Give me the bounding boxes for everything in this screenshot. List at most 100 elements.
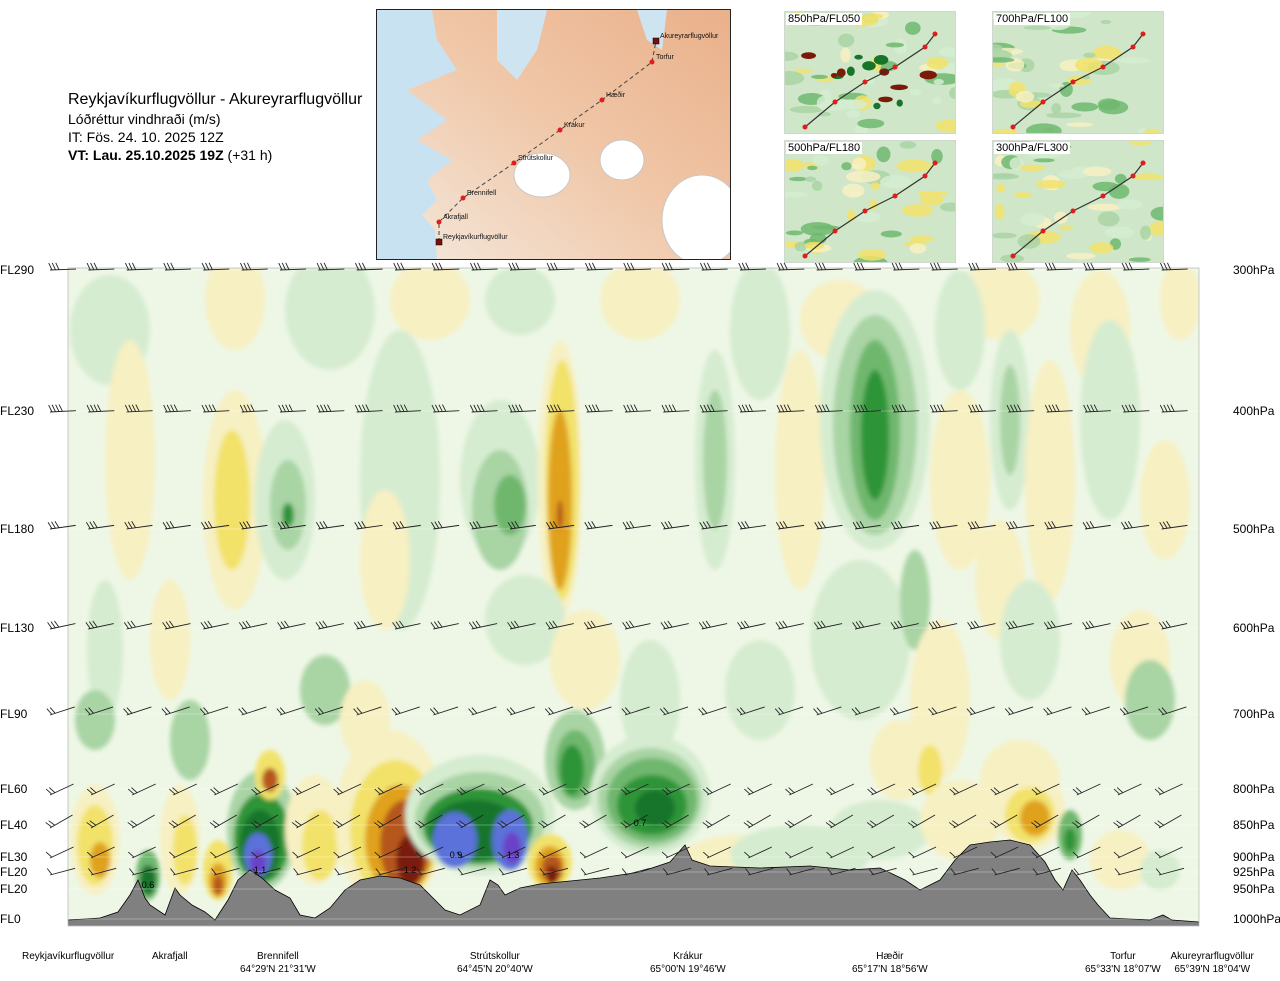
wind-barb xyxy=(1005,520,1035,530)
valid-time-offset: (+31 h) xyxy=(227,147,273,163)
wind-barb xyxy=(45,814,73,829)
wind-barb xyxy=(506,706,535,716)
wind-barb xyxy=(169,783,197,796)
wind-barb xyxy=(507,520,536,530)
wind-barb xyxy=(127,783,156,796)
wind-barb xyxy=(539,867,569,876)
level-map-contour xyxy=(855,211,881,223)
wind-field-contour xyxy=(635,790,675,826)
level-map-contour xyxy=(1025,123,1062,133)
wind-barb xyxy=(129,867,158,876)
wind-barb xyxy=(200,620,229,630)
waypoint-label: Akureyrarflugvöllur 65°39'N 18°04'W xyxy=(1171,950,1254,976)
wind-barb xyxy=(814,404,843,413)
wind-field-contour xyxy=(170,700,210,780)
level-map-waypoint xyxy=(1040,228,1046,234)
wind-barb xyxy=(544,706,574,716)
wind-barb xyxy=(1072,846,1101,859)
wind-field-contour xyxy=(302,810,338,880)
level-label-fl: FL30 xyxy=(0,850,28,864)
wind-field-contour xyxy=(1160,268,1199,340)
level-map-contour xyxy=(1108,183,1130,199)
level-map-contour xyxy=(785,158,804,173)
wind-barb xyxy=(1073,867,1103,876)
wind-barb xyxy=(966,706,995,716)
level-map-route xyxy=(1012,162,1144,257)
level-map-waypoint xyxy=(1040,99,1046,105)
wind-barb xyxy=(546,404,575,413)
extreme-value-label: 0.7 xyxy=(634,818,647,828)
wind-barb xyxy=(315,520,345,530)
level-map-contour xyxy=(789,105,824,114)
wind-barb xyxy=(1083,262,1111,271)
wind-barb xyxy=(660,620,689,630)
wind-barb xyxy=(168,814,196,829)
wind-barb xyxy=(1044,404,1073,413)
wind-barb xyxy=(170,867,199,876)
wind-barb xyxy=(239,520,268,530)
waypoint-marker xyxy=(649,59,655,65)
level-map-500: 500hPa/FL180 xyxy=(784,140,956,263)
level-map-waypoint xyxy=(862,79,868,85)
wind-barb xyxy=(908,846,937,859)
wind-barb xyxy=(1113,814,1141,829)
wind-barb xyxy=(1083,404,1111,413)
level-map-contour xyxy=(1114,173,1127,184)
wind-barb xyxy=(661,262,690,271)
level-label-fl: FL130 xyxy=(0,621,35,635)
level-map-contour xyxy=(1075,57,1104,73)
level-map-contour xyxy=(1104,226,1135,239)
wind-field-contour xyxy=(390,268,470,340)
wind-barb xyxy=(354,404,383,413)
wind-barb xyxy=(333,783,362,796)
wind-barb xyxy=(86,846,115,859)
level-map-waypoint xyxy=(1130,173,1136,179)
level-map-contour xyxy=(1013,192,1033,198)
wind-barb xyxy=(784,814,813,829)
level-map-contour xyxy=(878,96,893,103)
level-map-contour xyxy=(993,62,1005,67)
wind-barb xyxy=(415,846,444,859)
level-map-waypoint xyxy=(1130,44,1136,50)
waypoint-name: Brennifell xyxy=(257,951,299,962)
wind-barb xyxy=(907,814,936,829)
wind-field-contour xyxy=(861,370,889,500)
wind-field-contour xyxy=(546,866,558,884)
level-map-contour xyxy=(993,173,1020,180)
level-map-contour xyxy=(909,243,927,254)
level-map-waypoint xyxy=(862,208,868,214)
wind-barb xyxy=(334,867,363,876)
wind-field-contour xyxy=(1090,830,1150,890)
wind-barb xyxy=(868,867,897,876)
level-map-700-label: 700hPa/FL100 xyxy=(994,13,1071,25)
level-map-contour xyxy=(1092,45,1122,60)
level-map-contour xyxy=(838,33,855,48)
level-map-contour xyxy=(1065,252,1096,260)
wind-barb xyxy=(698,620,728,630)
wind-barb xyxy=(661,404,690,413)
wind-field-contour xyxy=(557,500,563,530)
wind-barb xyxy=(949,846,978,859)
level-map-contour xyxy=(880,230,902,238)
wind-barb xyxy=(416,867,445,876)
waypoint-coord: 64°29'N 21°31'W xyxy=(240,964,316,975)
level-map-contour xyxy=(812,154,830,166)
wind-barb xyxy=(929,404,958,413)
wind-barb xyxy=(415,814,443,829)
wind-barb xyxy=(291,814,320,829)
level-map-contour xyxy=(933,78,944,85)
wind-field-contour xyxy=(900,550,930,650)
wind-barb xyxy=(660,520,690,530)
wind-barb xyxy=(127,814,155,829)
wind-barb xyxy=(737,620,766,630)
wind-barb xyxy=(1072,783,1101,796)
wind-barb xyxy=(86,262,115,271)
wind-barb xyxy=(1154,783,1183,796)
chart-quantity: Lóðréttur vindhraði (m/s) xyxy=(68,111,221,127)
wind-barb xyxy=(47,520,76,530)
level-map-contour xyxy=(785,191,809,198)
wind-barb xyxy=(200,520,230,530)
wind-barb xyxy=(85,520,115,530)
wind-barb xyxy=(1031,846,1060,859)
wind-field-contour xyxy=(810,560,910,720)
